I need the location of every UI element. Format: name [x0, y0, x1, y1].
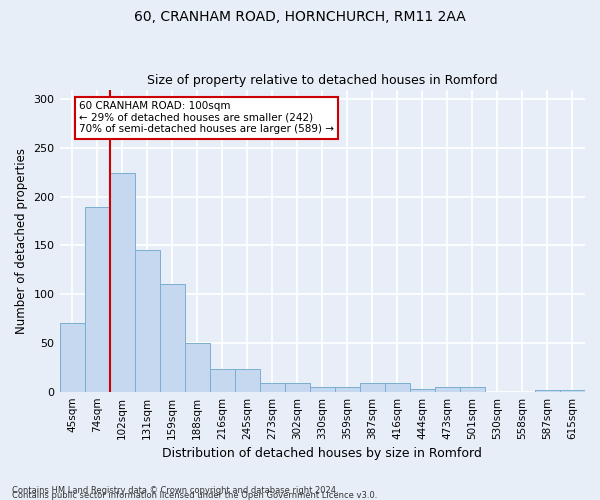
- Text: 60, CRANHAM ROAD, HORNCHURCH, RM11 2AA: 60, CRANHAM ROAD, HORNCHURCH, RM11 2AA: [134, 10, 466, 24]
- Y-axis label: Number of detached properties: Number of detached properties: [15, 148, 28, 334]
- Bar: [235, 370, 260, 392]
- Bar: [160, 284, 185, 392]
- Bar: [285, 383, 310, 392]
- Bar: [110, 174, 134, 392]
- Bar: [535, 390, 560, 392]
- X-axis label: Distribution of detached houses by size in Romford: Distribution of detached houses by size …: [163, 447, 482, 460]
- Bar: [360, 383, 385, 392]
- Text: Contains HM Land Registry data © Crown copyright and database right 2024.: Contains HM Land Registry data © Crown c…: [12, 486, 338, 495]
- Bar: [460, 387, 485, 392]
- Bar: [59, 324, 85, 392]
- Bar: [410, 389, 435, 392]
- Bar: [560, 390, 585, 392]
- Bar: [85, 206, 110, 392]
- Bar: [335, 387, 360, 392]
- Text: Contains public sector information licensed under the Open Government Licence v3: Contains public sector information licen…: [12, 491, 377, 500]
- Text: 60 CRANHAM ROAD: 100sqm
← 29% of detached houses are smaller (242)
70% of semi-d: 60 CRANHAM ROAD: 100sqm ← 29% of detache…: [79, 102, 334, 134]
- Title: Size of property relative to detached houses in Romford: Size of property relative to detached ho…: [147, 74, 497, 87]
- Bar: [385, 383, 410, 392]
- Bar: [260, 383, 285, 392]
- Bar: [185, 343, 209, 392]
- Bar: [310, 387, 335, 392]
- Bar: [435, 387, 460, 392]
- Bar: [134, 250, 160, 392]
- Bar: [209, 370, 235, 392]
